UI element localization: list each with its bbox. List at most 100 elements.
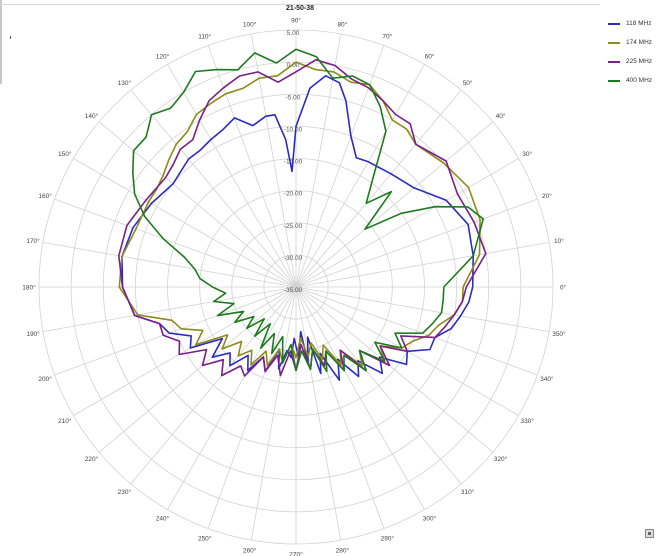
- legend-item: 118 MHz: [608, 18, 670, 29]
- grid-spoke: [130, 286, 297, 485]
- grid-spoke: [295, 89, 462, 288]
- angular-tick-label: 240°: [156, 515, 170, 523]
- angular-tick-label: 210°: [58, 417, 72, 425]
- angular-tick-label: 320°: [494, 455, 508, 463]
- grid-spoke: [295, 286, 462, 485]
- grid-spoke: [73, 158, 297, 288]
- radial-tick-label: 0.00: [287, 62, 300, 69]
- legend-swatch: [608, 79, 620, 82]
- grid-spoke: [167, 64, 297, 288]
- grid-spoke: [295, 241, 550, 288]
- grid-spoke: [295, 158, 519, 288]
- angular-tick-label: 100°: [243, 21, 257, 29]
- radial-tick-label: 5.00: [287, 30, 300, 37]
- radial-tick-label: -30.00: [284, 255, 303, 262]
- chart-title: 21-50-38: [285, 5, 315, 12]
- angular-tick-label: 290°: [381, 534, 395, 542]
- grid-spoke: [73, 286, 297, 416]
- angular-tick-label: 350°: [552, 330, 566, 338]
- grid-spoke: [295, 286, 342, 541]
- angular-grid-spokes: [39, 30, 553, 544]
- angular-tick-label: 340°: [540, 375, 554, 383]
- grid-spoke: [295, 33, 342, 288]
- angular-tick-labels: 0° 10° 20° 30° 40° 50° 60° 70° 80° 90° 100° 110° 120…: [22, 17, 566, 556]
- legend-label: 225 MHz: [626, 58, 653, 65]
- angular-tick-label: 330°: [521, 417, 535, 425]
- angular-tick-label: 170°: [26, 237, 40, 245]
- grid-spoke: [98, 121, 297, 288]
- angular-tick-label: 260°: [243, 546, 257, 554]
- angular-tick-label: 20°: [542, 192, 552, 200]
- grid-spoke: [295, 45, 385, 288]
- angular-tick-label: 130°: [118, 79, 132, 87]
- grid-spoke: [207, 286, 297, 529]
- legend-label: 400 MHz: [626, 77, 653, 84]
- radial-tick-label: -25.00: [284, 223, 303, 230]
- grid-spoke: [250, 286, 297, 541]
- angular-tick-label: 60°: [425, 52, 435, 60]
- angular-tick-label: 300°: [423, 515, 437, 523]
- angular-tick-label: 220°: [85, 455, 99, 463]
- grid-spoke: [130, 89, 297, 288]
- grid-spoke: [250, 33, 297, 288]
- window-top-edge: [0, 4, 600, 5]
- legend-label: 174 MHz: [626, 39, 653, 46]
- angular-tick-label: 190°: [26, 330, 40, 338]
- series-line: [118, 61, 481, 367]
- legend-label: 118 MHz: [626, 20, 652, 27]
- legend-swatch: [608, 60, 620, 63]
- angular-tick-label: 40°: [496, 112, 506, 120]
- grid-spoke: [295, 64, 425, 288]
- radial-tick-label: -10.00: [284, 126, 303, 133]
- grid-spoke: [295, 286, 385, 529]
- angular-tick-label: 80°: [337, 21, 347, 29]
- window-edge: [0, 0, 2, 84]
- grid-spoke: [42, 241, 297, 288]
- grid-spoke: [295, 121, 494, 288]
- radial-tick-label: -20.00: [284, 191, 303, 198]
- angular-tick-label: 270°: [289, 551, 303, 556]
- angular-tick-label: 140°: [85, 112, 99, 120]
- angular-tick-label: 90°: [291, 17, 301, 25]
- grid-spoke: [295, 286, 538, 376]
- grid-spoke: [167, 286, 297, 510]
- angular-tick-label: 150°: [58, 150, 72, 158]
- series-lines: [118, 48, 487, 381]
- series-line: [132, 48, 484, 373]
- angular-tick-label: 160°: [38, 192, 52, 200]
- grid-spoke: [98, 286, 297, 453]
- angular-tick-label: 10°: [554, 237, 564, 245]
- angular-tick-label: 50°: [463, 79, 473, 87]
- angular-tick-label: 70°: [382, 33, 392, 41]
- polar-chart: 5.000.00-5.00-10.00-15.00-20.00-25.00-30…: [22, 17, 566, 556]
- legend-item: 174 MHz: [608, 37, 670, 48]
- angular-tick-label: 120°: [156, 52, 170, 60]
- grid-spoke: [295, 198, 538, 288]
- grid-spoke: [295, 286, 494, 453]
- angular-tick-label: 180°: [22, 284, 36, 292]
- angular-tick-label: 230°: [118, 488, 132, 496]
- series-line: [121, 75, 474, 381]
- legend-item: 225 MHz: [608, 56, 670, 67]
- grid-spoke: [42, 286, 297, 333]
- resize-handle-icon[interactable]: [645, 529, 654, 538]
- grid-spoke: [54, 286, 297, 376]
- radial-tick-label: -35.00: [284, 287, 303, 294]
- legend-swatch: [608, 22, 620, 25]
- grid-spoke: [207, 45, 297, 288]
- angular-tick-label: 200°: [38, 375, 52, 383]
- angular-tick-label: 280°: [336, 546, 350, 554]
- radial-tick-label: -5.00: [286, 94, 301, 101]
- legend-swatch: [608, 41, 620, 44]
- angular-tick-label: 250°: [198, 534, 212, 542]
- grid-spoke: [54, 198, 297, 288]
- grid-spoke: [295, 286, 550, 333]
- legend-item: 400 MHz: [608, 75, 670, 86]
- angular-tick-label: 0°: [560, 284, 567, 292]
- angular-tick-label: 310°: [461, 488, 475, 496]
- grid-spoke: [295, 286, 425, 510]
- edge-tick: [10, 36, 11, 39]
- angular-tick-label: 110°: [198, 33, 211, 41]
- legend: 118 MHz 174 MHz 225 MHz 400 MHz: [608, 18, 670, 94]
- angular-tick-label: 30°: [522, 150, 532, 158]
